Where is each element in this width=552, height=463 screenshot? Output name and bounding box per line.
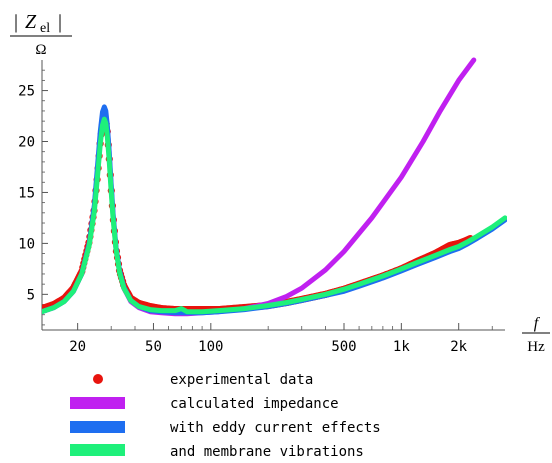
x-tick-label-3: 500 — [331, 339, 356, 355]
legend: experimental data calculated impedance w… — [70, 372, 381, 460]
x-tick-label-4: 1k — [393, 339, 410, 355]
y-label-symbol: Z — [25, 11, 37, 33]
legend-marker-membrane — [70, 444, 125, 456]
legend-item-membrane: and membrane vibrations — [70, 444, 364, 460]
legend-marker-calculated — [70, 397, 125, 409]
x-tick-label-5: 2k — [450, 339, 467, 355]
legend-label-membrane: and membrane vibrations — [170, 444, 364, 460]
series-line-1 — [42, 57, 477, 317]
y-label-bar-right: | — [58, 11, 62, 33]
y-tick-label-2: 15 — [18, 185, 35, 201]
y-tick-label-4: 25 — [18, 84, 35, 100]
legend-marker-eddy — [70, 421, 125, 433]
y-label-subscript: el — [40, 21, 50, 36]
y-label-bar-left: | — [14, 11, 18, 33]
legend-label-experimental: experimental data — [170, 372, 313, 388]
x-label-unit: Hz — [527, 339, 545, 355]
legend-label-eddy: with eddy current effects — [170, 420, 381, 436]
series-layer — [42, 57, 507, 317]
legend-label-calculated: calculated impedance — [170, 396, 339, 412]
legend-item-eddy: with eddy current effects — [70, 420, 381, 436]
series-line-3 — [42, 116, 507, 315]
legend-item-experimental: experimental data — [93, 372, 313, 388]
legend-marker-experimental — [93, 374, 103, 384]
y-tick-label-0: 5 — [27, 287, 35, 303]
y-tick-label-3: 20 — [18, 135, 35, 151]
y-axis-label: | Z el | Ω — [10, 11, 72, 58]
x-tick-label-0: 20 — [69, 339, 86, 355]
x-label-symbol: f — [534, 315, 541, 332]
legend-item-calculated: calculated impedance — [70, 396, 339, 412]
x-tick-label-1: 50 — [145, 339, 162, 355]
ticks-layer: 5 10 15 20 25 20 50 100 500 1k 2k — [18, 69, 493, 355]
x-axis-label: f Hz — [522, 315, 550, 355]
y-tick-label-1: 10 — [18, 236, 35, 252]
series-experimental — [42, 113, 474, 314]
x-tick-label-2: 100 — [198, 339, 223, 355]
y-label-unit: Ω — [35, 42, 46, 58]
